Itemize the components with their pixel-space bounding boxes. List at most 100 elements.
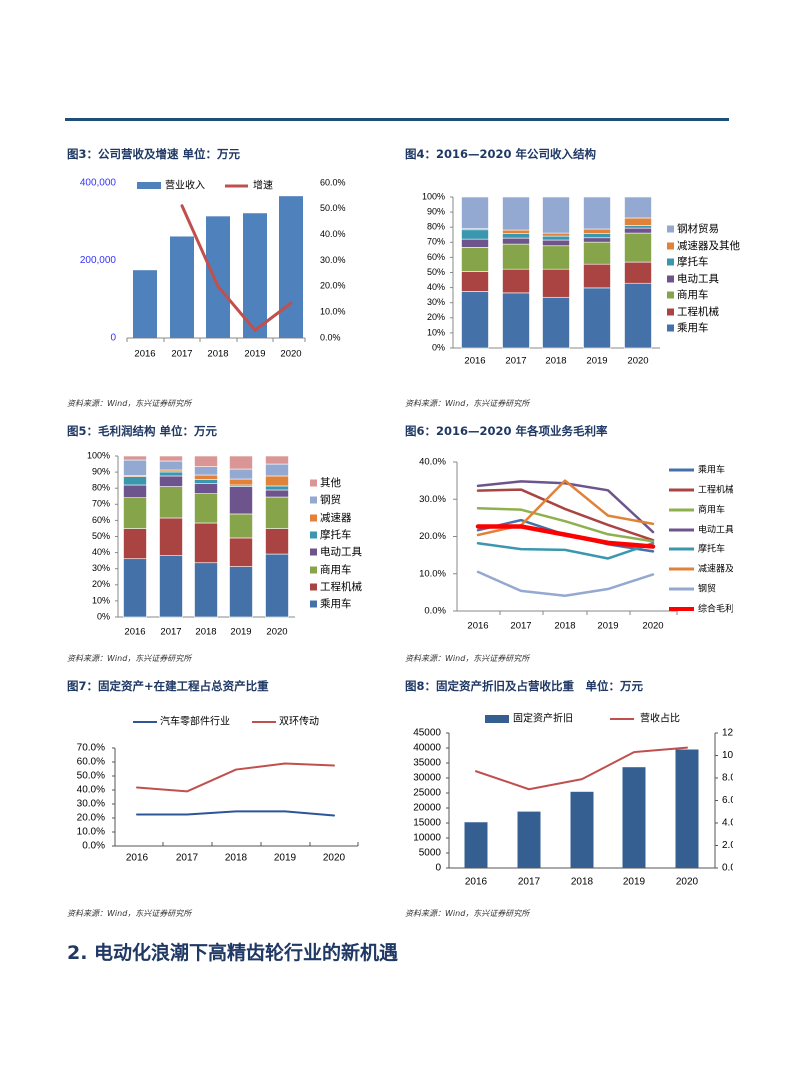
revenue-structure-segment xyxy=(542,245,570,270)
right-y-tick-label: 50.0% xyxy=(320,203,346,213)
legend-swatch xyxy=(310,531,317,539)
gross-profit-structure-segment xyxy=(265,553,289,618)
figure5-source: 资料来源：Wind，东兴证券研究所 xyxy=(67,654,192,663)
gross-profit-structure-segment xyxy=(229,513,253,539)
figure3-title: 图3：公司营收及增速 单位：万元 xyxy=(67,147,241,161)
right-y-tick-label: 20.0% xyxy=(320,281,346,291)
revenue-structure-segment xyxy=(583,241,611,265)
gross-profit-structure-segment xyxy=(265,528,289,555)
revenue-structure-segment xyxy=(542,235,570,241)
y-tick-label: 20.0% xyxy=(419,531,446,542)
legend-label: 乘用车 xyxy=(698,463,725,474)
y-tick-label: 40.0% xyxy=(419,457,446,468)
x-tick-label: 2020 xyxy=(266,627,287,638)
gross-profit-structure-segment xyxy=(194,474,218,480)
right-y-tick-label: 10 xyxy=(722,750,734,761)
legend-swatch xyxy=(310,600,317,608)
gross-profit-structure-segment xyxy=(265,489,289,498)
right-y-tick-label: 2.0 xyxy=(722,840,736,851)
legend-label: 电动工具 xyxy=(677,272,719,285)
legend-label: 商用车 xyxy=(677,288,709,301)
y-tick-label: 90% xyxy=(427,206,445,216)
revenue-structure-segment xyxy=(583,233,611,239)
legend-swatch xyxy=(310,566,317,574)
revenue-structure-segment xyxy=(583,263,611,289)
legend-label-share: 营收占比 xyxy=(640,712,680,725)
legend-label: 摩托车 xyxy=(320,528,352,541)
x-tick-label: 2019 xyxy=(230,627,251,638)
depreciation-bar xyxy=(675,749,699,868)
right-y-tick-label: 30.0% xyxy=(320,255,346,265)
revenue-bar xyxy=(243,213,267,338)
left-y-tick-label: 0 xyxy=(435,863,441,874)
y-tick-label: 0% xyxy=(97,611,110,621)
legend-label: 减速器及其他 xyxy=(698,562,752,573)
figure4-source: 资料来源：Wind，东兴证券研究所 xyxy=(405,399,530,408)
y-tick-label: 50% xyxy=(427,267,445,277)
x-tick-label: 2020 xyxy=(323,853,346,864)
gross-profit-structure-segment xyxy=(123,455,147,461)
legend-label: 钢材贸易 xyxy=(677,222,719,235)
y-tick-label: 0.0% xyxy=(82,841,105,852)
legend-swatch xyxy=(667,291,674,299)
y-tick-label: 0% xyxy=(432,342,445,352)
gross-profit-structure-segment xyxy=(229,486,253,515)
legend-label: 摩托车 xyxy=(698,542,725,553)
left-y-tick-label: 5000 xyxy=(419,848,442,859)
figure7-source: 资料来源：Wind，东兴证券研究所 xyxy=(67,909,192,918)
y-tick-label: 30.0% xyxy=(419,494,446,505)
revenue-structure-segment xyxy=(502,233,530,239)
legend-label-depreciation: 固定资产折旧 xyxy=(513,712,573,725)
revenue-structure-segment xyxy=(542,296,570,349)
legend-label: 电动工具 xyxy=(698,523,734,534)
right-y-tick-label: 4.0 xyxy=(722,818,736,829)
y-tick-label: 40.0% xyxy=(77,785,105,796)
y-tick-label: 20% xyxy=(427,312,445,322)
x-tick-label: 2017 xyxy=(160,627,181,638)
y-tick-label: 50% xyxy=(92,531,110,541)
legend-label: 工程机械 xyxy=(320,580,362,593)
right-y-tick-label: 40.0% xyxy=(320,229,346,239)
legend-swatch xyxy=(667,275,674,283)
gross-profit-structure-segment xyxy=(194,562,218,618)
legend-label-revenue: 营业收入 xyxy=(165,179,205,192)
x-tick-label: 2020 xyxy=(676,877,699,888)
legend-label: 工程机械 xyxy=(698,483,734,494)
margin-line xyxy=(476,488,655,542)
gross-profit-structure-segment xyxy=(265,496,289,529)
x-tick-label: 2016 xyxy=(126,853,149,864)
revenue-structure-segment xyxy=(461,229,489,240)
legend-label-growth: 增速 xyxy=(253,179,273,192)
figure6-title: 图6：2016—2020 年各项业务毛利率 xyxy=(405,424,608,438)
revenue-structure-segment xyxy=(502,237,530,245)
x-tick-label: 2017 xyxy=(176,853,199,864)
left-y-tick-label: 20000 xyxy=(413,803,441,814)
revenue-structure-segment xyxy=(624,261,652,284)
legend-label: 乘用车 xyxy=(677,321,709,334)
legend-label: 综合毛利率 xyxy=(698,602,743,613)
x-tick-label: 2019 xyxy=(586,356,607,367)
left-y-tick-label: 15000 xyxy=(413,818,441,829)
gross-profit-structure-segment xyxy=(194,455,218,467)
figure8-title: 图8：固定资产折旧及占营收比重 单位：万元 xyxy=(405,679,643,693)
revenue-structure-segment xyxy=(461,247,489,272)
y-tick-label: 60% xyxy=(92,515,110,525)
gross-profit-structure-segment xyxy=(194,483,218,494)
revenue-structure-segment xyxy=(542,268,570,298)
gross-profit-structure-segment xyxy=(123,476,147,486)
revenue-bar xyxy=(279,196,303,338)
legend-label: 钢贸 xyxy=(320,493,341,506)
revenue-structure-segment xyxy=(502,268,530,294)
legend-label: 商用车 xyxy=(698,503,725,514)
revenue-structure-segment xyxy=(502,243,530,270)
x-tick-label: 2018 xyxy=(225,853,248,864)
x-tick-label: 2016 xyxy=(134,349,155,360)
legend-swatch xyxy=(310,548,317,556)
y-tick-label: 70% xyxy=(427,237,445,247)
revenue-share-line xyxy=(475,746,688,791)
gross-profit-structure-segment xyxy=(229,566,253,618)
gross-profit-structure-segment xyxy=(265,475,289,487)
gross-profit-structure-segment xyxy=(265,463,289,477)
gross-profit-structure-segment xyxy=(229,468,253,480)
